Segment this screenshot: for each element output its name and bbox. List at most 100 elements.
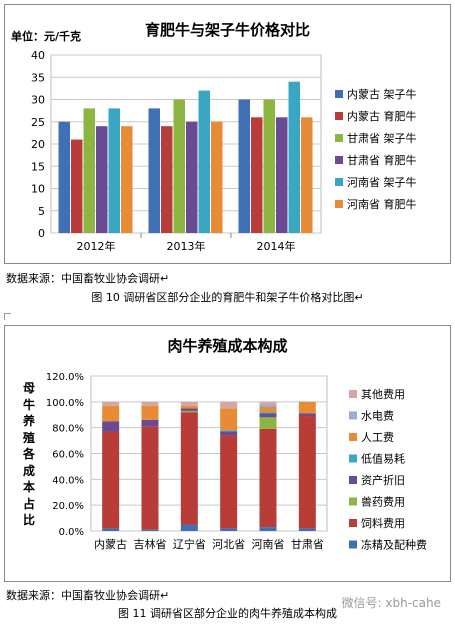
legend-label: 河南省 育肥牛 xyxy=(347,197,417,211)
stacked-bar-segment xyxy=(141,529,159,531)
y-tick-label: 20.0% xyxy=(52,501,84,512)
stacked-bar-segment xyxy=(220,435,238,529)
y-tick-label: 0.0% xyxy=(59,527,84,538)
price-chart-plot: 0 5 10 15 20 25 30 35 40 2012年 2013年 2014年 内蒙古 架子牛内蒙… xyxy=(31,49,417,253)
bar xyxy=(238,99,250,233)
x-tick-label: 河南省 xyxy=(252,538,285,551)
y-tick-label: 20 xyxy=(31,138,45,151)
stacked-bar-segment xyxy=(220,528,238,531)
chart1-caption: 图 10 调研省区部分企业的育肥牛和架子牛价格对比图↵ xyxy=(91,291,364,304)
x-tick-label: 内蒙古 xyxy=(94,537,127,551)
legend-swatch xyxy=(349,540,357,549)
y-tick-label: 100.0% xyxy=(46,398,84,409)
stacked-bar-segment xyxy=(220,431,238,436)
cost-chart-ylabel: 母牛养殖各成本占比 xyxy=(22,381,35,527)
x-tick-label: 2014年 xyxy=(257,239,296,253)
y-tick-label: 0 xyxy=(38,227,45,240)
stacked-bar-segment xyxy=(180,405,198,409)
legend-swatch xyxy=(335,90,343,98)
legend-label: 饲料费用 xyxy=(361,516,405,530)
legend-label: 内蒙古 架子牛 xyxy=(347,87,417,101)
legend-label: 资产折旧 xyxy=(361,473,405,487)
stacked-bar-segment xyxy=(102,528,120,531)
bar xyxy=(276,117,288,233)
stacked-bar-segment xyxy=(298,401,316,414)
x-tick-label: 甘肃省 xyxy=(291,538,324,551)
chart2-caption: 图 11 调研省区部分企业的肉牛养殖成本构成 xyxy=(118,607,337,620)
bar xyxy=(121,126,133,233)
legend-label: 甘肃省 架子牛 xyxy=(347,131,417,145)
y-tick-label: 120.0% xyxy=(46,372,84,383)
bar xyxy=(186,121,198,233)
legend-swatch xyxy=(335,112,343,120)
legend-label: 甘肃省 育肥牛 xyxy=(347,153,417,167)
y-tick-label: 80.0% xyxy=(52,424,84,435)
stacked-bar-segment xyxy=(180,410,198,413)
stacked-bar-segment xyxy=(259,417,277,429)
price-chart-frame: 育肥牛与架子牛价格对比 单位：元/千克 0 5 10 15 20 25 30 35 40 2012… xyxy=(4,4,451,264)
legend-swatch xyxy=(335,200,343,208)
y-tick-label: 40 xyxy=(31,49,45,62)
stacked-bar-segment xyxy=(141,401,159,406)
stacked-bar-segment xyxy=(220,401,238,409)
bar xyxy=(211,121,223,233)
bar xyxy=(148,108,160,233)
cost-chart-plot: 0.0% 20.0% 40.0% 60.0% 80.0% 100.0% 120.0% 内蒙古吉… xyxy=(46,372,427,552)
stacked-bar-segment xyxy=(259,404,277,407)
legend-label: 冻精及配种费 xyxy=(361,538,427,552)
y-tick-label: 5 xyxy=(38,205,45,218)
bar xyxy=(301,117,313,233)
legend-swatch xyxy=(335,156,343,164)
legend-label: 其他费用 xyxy=(361,388,405,401)
bar xyxy=(288,81,300,233)
legend-swatch xyxy=(349,519,357,527)
stacked-bar-segment xyxy=(259,407,277,413)
stacked-bar-segment xyxy=(259,527,277,531)
stacked-bar-segment xyxy=(259,413,277,418)
x-tick-label: 2013年 xyxy=(167,239,206,253)
bar xyxy=(108,108,120,233)
stacked-bar-segment xyxy=(102,431,120,529)
legend-swatch xyxy=(349,476,357,484)
legend-swatch xyxy=(335,134,343,142)
legend-label: 人工费 xyxy=(361,431,394,444)
cost-chart-frame: 肉牛养殖成本构成 母牛养殖各成本占比 0.0% 20.0% 40.0% 60.0% 80… xyxy=(4,325,451,582)
stacked-bar-segment xyxy=(259,401,277,405)
stacked-bar-segment xyxy=(102,405,120,422)
stacked-bar-segment xyxy=(298,413,316,417)
legend-label: 水电费 xyxy=(361,410,394,423)
price-chart-title: 育肥牛与架子牛价格对比 xyxy=(144,21,310,39)
bar xyxy=(58,121,70,233)
bar xyxy=(83,108,95,233)
legend-swatch xyxy=(335,178,343,186)
y-tick-label: 10 xyxy=(31,183,45,196)
legend-swatch xyxy=(349,454,357,463)
x-tick-label: 吉林省 xyxy=(134,537,167,551)
stacked-bar-segment xyxy=(259,412,277,414)
legend-swatch xyxy=(349,411,357,420)
cost-chart-title: 肉牛养殖成本构成 xyxy=(167,337,288,355)
bar xyxy=(198,90,210,233)
legend-swatch xyxy=(349,433,357,441)
chart1-source: 数据来源：中国畜牧业协会调研↵ xyxy=(6,272,170,285)
legend-swatch xyxy=(349,497,357,506)
y-tick-label: 60.0% xyxy=(52,450,84,461)
bar xyxy=(71,139,83,233)
x-tick-label: 河北省 xyxy=(212,538,245,551)
legend-swatch xyxy=(349,390,357,398)
stacked-bar-segment xyxy=(102,421,120,432)
legend-label: 兽药费用 xyxy=(361,495,405,509)
y-tick-label: 15 xyxy=(31,160,45,173)
bar xyxy=(263,99,275,233)
legend-label: 内蒙古 育肥牛 xyxy=(347,109,417,123)
stacked-bar-segment xyxy=(141,419,159,427)
paragraph-marker xyxy=(4,313,11,320)
stacked-bar-segment xyxy=(298,528,316,531)
wechat-watermark: 微信号: xbh-cahe xyxy=(341,596,441,610)
legend-label: 河南省 架子牛 xyxy=(347,175,417,189)
bar xyxy=(251,117,263,233)
stacked-bar-segment xyxy=(180,408,198,411)
stacked-bar-segment xyxy=(259,428,277,528)
stacked-bar-segment xyxy=(102,401,120,406)
stacked-bar-segment xyxy=(220,430,238,432)
